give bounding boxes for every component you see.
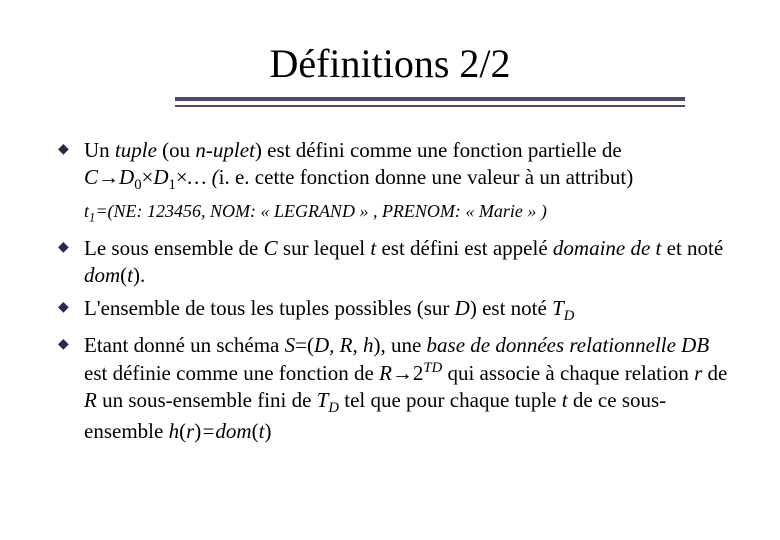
bullet-list-2: Le sous ensemble de C sur lequel t est d… xyxy=(56,235,730,444)
bullet-item: Le sous ensemble de C sur lequel t est d… xyxy=(56,235,730,289)
bullet-item: Etant donné un schéma S=(D, R, h), une b… xyxy=(56,332,730,445)
slide-title: Définitions 2/2 xyxy=(269,40,510,87)
bullet-item: L'ensemble de tous les tuples possibles … xyxy=(56,295,730,326)
bullet-list: Un tuple (ou n-uplet) est défini comme u… xyxy=(56,137,730,195)
bullet-item: Un tuple (ou n-uplet) est défini comme u… xyxy=(56,137,730,195)
rule-thin xyxy=(175,105,685,107)
title-wrap: Définitions 2/2 xyxy=(50,40,730,87)
title-rule xyxy=(175,97,685,107)
slide-content: Un tuple (ou n-uplet) est défini comme u… xyxy=(50,137,730,445)
slide: Définitions 2/2 Un tuple (ou n-uplet) es… xyxy=(0,0,780,481)
rule-thick xyxy=(175,97,685,101)
example-line: t1=(NE: 123456, NOM: « LEGRAND » , PRENO… xyxy=(56,201,730,226)
